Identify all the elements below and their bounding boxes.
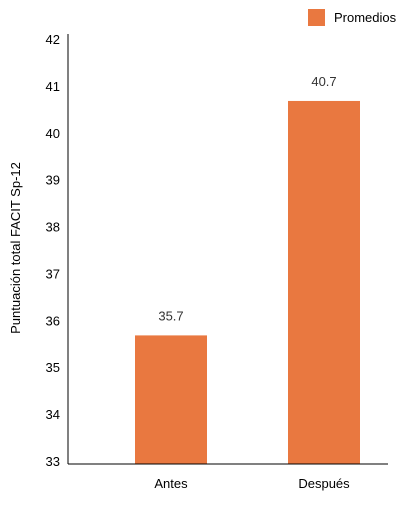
y-tick-label: 42	[46, 32, 60, 47]
data-label-1: 40.7	[311, 74, 336, 89]
y-tick-label: 33	[46, 454, 60, 469]
x-axis-labels: Antes Después	[154, 476, 350, 491]
y-axis-title: Puntuación total FACIT Sp-12	[8, 162, 23, 334]
legend-label: Promedios	[334, 10, 397, 25]
data-labels: 35.7 40.7	[158, 74, 336, 323]
data-label-0: 35.7	[158, 308, 183, 323]
bars	[135, 100, 360, 464]
y-axis-ticks: 33 34 35 36 37 38 39 40 41 42	[46, 32, 60, 469]
y-tick-label: 37	[46, 266, 60, 281]
x-tick-label-1: Después	[298, 476, 350, 491]
y-tick-label: 34	[46, 407, 60, 422]
y-tick-label: 39	[46, 173, 60, 188]
y-tick-label: 35	[46, 360, 60, 375]
bar-0	[135, 335, 207, 464]
x-tick-label-0: Antes	[154, 476, 188, 491]
y-tick-label: 41	[46, 79, 60, 94]
y-tick-label: 36	[46, 313, 60, 328]
y-tick-label: 40	[46, 126, 60, 141]
legend: Promedios	[308, 9, 396, 26]
bar-1	[288, 100, 360, 464]
legend-swatch	[308, 9, 325, 26]
y-tick-label: 38	[46, 220, 60, 235]
